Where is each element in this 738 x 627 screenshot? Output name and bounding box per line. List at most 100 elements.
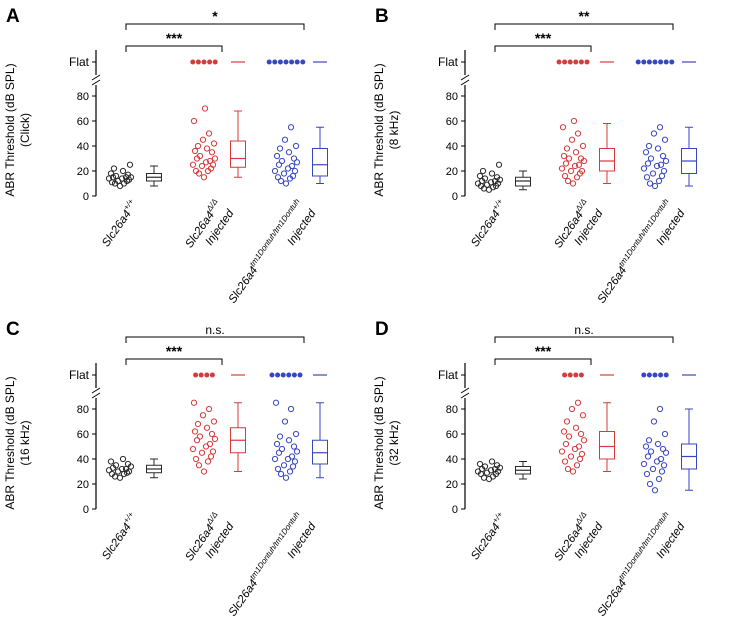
scatter-point <box>189 161 197 168</box>
y-axis-title: ABR Threshold (dB SPL) <box>3 376 17 509</box>
axis-break-mark <box>460 74 470 81</box>
scatter-point <box>202 159 210 166</box>
scatter-point <box>210 140 218 147</box>
scatter-point <box>558 165 566 172</box>
y-tick-label: 60 <box>446 429 458 441</box>
y-tick-label: 40 <box>77 141 89 153</box>
scatter-point <box>209 161 217 168</box>
scatter-point <box>194 142 202 150</box>
scatter-point <box>646 180 654 187</box>
scatter-point <box>272 399 280 406</box>
scatter-point <box>293 159 301 166</box>
flat-point <box>562 59 568 65</box>
significance-bracket <box>125 358 223 365</box>
y-tick-label: 80 <box>77 91 89 103</box>
flat-point <box>289 59 295 65</box>
scatter-point <box>481 175 489 182</box>
scatter-point <box>196 152 204 160</box>
flat-point <box>584 59 590 65</box>
significance-bracket <box>494 358 592 365</box>
flat-point <box>198 372 204 378</box>
scatter-point <box>281 418 289 425</box>
flat-point <box>641 372 647 378</box>
scatter-point <box>565 433 573 440</box>
y-tick-label: 0 <box>83 504 89 516</box>
scatter-point <box>640 460 648 468</box>
scatter-point <box>489 184 497 191</box>
scatter-point <box>580 437 588 444</box>
panel-c-chart: C ABR Threshold (dB SPL) (16 kHz) 0 20 40 60 80… <box>3 319 328 619</box>
scatter-point <box>200 468 208 475</box>
flat-point <box>190 59 196 65</box>
flat-label: Flat <box>69 55 90 69</box>
scatter-point <box>192 455 200 463</box>
scatter-point <box>647 155 655 162</box>
scatter-point <box>649 170 657 177</box>
scatter-point <box>110 165 118 172</box>
scatter-point <box>291 167 299 175</box>
scatter-point <box>209 448 217 455</box>
scatter-point <box>653 162 661 170</box>
scatter-point <box>290 443 298 450</box>
scatter-point <box>205 130 213 137</box>
scatter-point <box>201 105 209 112</box>
group-label: Slc26a4+/+ <box>98 510 141 562</box>
scatter-point <box>558 448 566 455</box>
flat-point <box>294 59 300 65</box>
y-axis-subtitle: (16 kHz) <box>18 420 32 465</box>
scatter-point <box>203 145 211 152</box>
scatter-point <box>487 467 495 474</box>
scatter-point <box>289 463 297 470</box>
scatter-point <box>568 136 576 143</box>
flat-point <box>195 59 201 65</box>
scatter-point <box>575 443 583 450</box>
scatter-point <box>658 172 666 180</box>
y-tick-label: 20 <box>77 166 89 178</box>
y-tick-label: 0 <box>452 191 458 203</box>
scatter-point <box>107 170 115 177</box>
flat-point <box>283 59 289 65</box>
scatter-point <box>124 171 132 178</box>
scatter-point <box>656 405 664 413</box>
scatter-point <box>657 161 665 168</box>
scatter-point <box>651 487 659 494</box>
scatter-point <box>560 152 568 160</box>
group-label: Slc26a4tm1Dontuh/tm1Dontuh <box>593 197 676 306</box>
scatter-point <box>576 455 584 463</box>
scatter-point <box>108 470 116 478</box>
scatter-point <box>480 474 488 481</box>
scatter-point <box>118 175 126 182</box>
scatter-point <box>287 405 295 413</box>
scatter-point <box>287 124 295 131</box>
scatter-point <box>565 155 573 162</box>
scatter-point <box>285 149 293 156</box>
axis-break-mark <box>460 387 470 394</box>
flat-point <box>209 372 215 378</box>
group-label: Slc26a4tm1Dontuh/tm1Dontuh <box>224 197 307 306</box>
scatter-point <box>571 162 579 170</box>
box <box>312 439 328 465</box>
scatter-point <box>119 455 127 463</box>
flat-point <box>652 372 658 378</box>
scatter-point <box>654 440 662 448</box>
scatter-point <box>488 170 496 177</box>
flat-point <box>277 59 283 65</box>
flat-point <box>573 372 579 378</box>
scatter-point <box>288 162 296 170</box>
flat-point <box>280 372 286 378</box>
panel-b-chart: B ABR Threshold (dB SPL) (8 kHz) 0 20 40 60 80 F… <box>372 6 697 306</box>
scatter-point <box>495 161 503 168</box>
scatter-point <box>210 418 218 425</box>
axis-break-mark <box>460 79 470 86</box>
flat-point <box>578 59 584 65</box>
scatter-point <box>293 448 301 455</box>
scatter-point <box>567 453 575 460</box>
scatter-point <box>476 172 484 180</box>
scatter-point <box>481 463 489 470</box>
significance-label: *** <box>535 343 552 359</box>
flat-point <box>291 372 297 378</box>
flat-point <box>556 59 562 65</box>
scatter-point <box>562 160 570 167</box>
group-label: Slc26a4tm1Dontuh/tm1Dontuh <box>593 510 676 619</box>
scatter-point <box>654 145 662 152</box>
